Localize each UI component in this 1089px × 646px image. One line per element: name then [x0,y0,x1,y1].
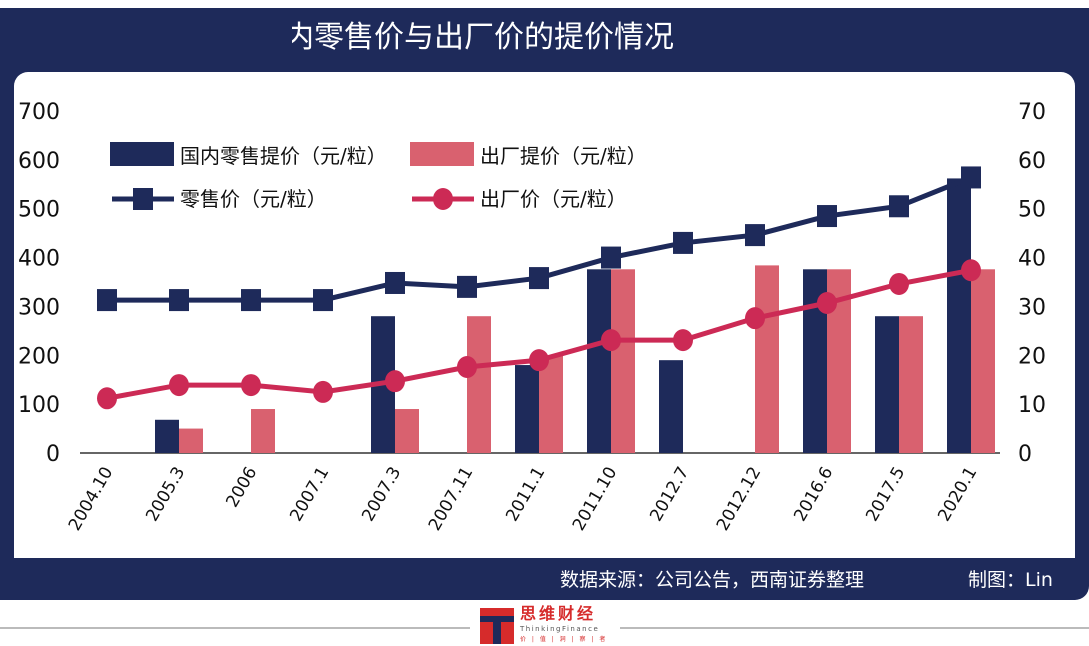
retail-price-point [241,289,261,312]
legend-marker-retail [133,188,153,210]
right-tick-label: 30 [1018,295,1046,320]
x-tick-label: 2017.5 [862,464,909,526]
top-strip [198,0,786,8]
right-tick-label: 0 [1018,442,1032,467]
x-tick-label: 2007.1 [286,464,333,526]
right-tick-label: 10 [1018,393,1046,418]
combo-chart: 0 100 200 300 400 500 600 700 0 10 20 30 40 50 60 70 200… [18,100,1046,535]
retail-price-point [529,267,549,290]
factory-price-point [241,374,261,397]
factory-price-point [961,259,981,282]
right-tick-label: 40 [1018,247,1046,272]
x-tick-label: 2006 [222,464,261,511]
x-tick-label: 2012.12 [713,464,765,535]
left-tick-label: 500 [18,198,60,223]
factory-price-point [385,370,405,393]
factory-hike-bar [539,355,563,453]
left-tick-label: 300 [18,295,60,320]
retail-hike-bar [875,316,899,453]
x-tick-label: 2005.3 [142,464,189,526]
legend-label-factory: 出厂价（元/粒） [480,187,627,211]
legend-label-retail-hike: 国内零售提价（元/粒） [180,144,387,168]
retail-price-point [385,271,405,294]
right-tick-label: 70 [1018,100,1046,125]
legend-label-factory-hike: 出厂提价（元/粒） [480,144,647,168]
retail-hike-bar [587,269,611,453]
right-tick-label: 60 [1018,149,1046,174]
title-mask [0,8,292,68]
factory-price-point [457,356,477,379]
factory-price-point [169,374,189,397]
retail-price-point [673,231,693,254]
retail-price-point [745,224,765,247]
factory-hike-bar [395,409,419,453]
left-tick-label: 700 [18,100,60,125]
legend-swatch-retail-hike [110,142,174,166]
retail-price-point [97,289,117,312]
factory-price-point [313,380,333,403]
logo: 思维财经 ThinkingFinance 价 | 值 | 洞 | 察 | 者 [470,604,620,646]
factory-hike-bar [467,316,491,453]
legend-swatch-factory-hike [410,142,474,166]
data-source: 数据来源：公司公告，西南证券整理 [560,569,865,591]
factory-hike-bar [179,428,203,453]
left-tick-label: 0 [46,442,60,467]
x-tick-label: 2007.3 [358,464,405,526]
factory-hike-bar [251,409,275,453]
x-tick-label: 2012.7 [646,464,693,526]
left-tick-label: 200 [18,344,60,369]
factory-price-point [817,292,837,315]
factory-price-point [889,272,909,295]
x-tick-label: 2004.10 [65,464,117,535]
factory-price-point [529,349,549,372]
left-tick-label: 600 [18,149,60,174]
retail-price-point [601,246,621,269]
retail-price-point [889,195,909,218]
x-tick-label: 2020.1 [934,464,981,526]
retail-hike-bar [155,419,179,453]
right-tick-label: 20 [1018,344,1046,369]
retail-hike-bar [947,178,971,453]
retail-hike-bar [659,360,683,453]
retail-price-point [169,289,189,312]
legend-marker-factory [433,188,453,210]
retail-price-point [457,275,477,298]
logo-text: 思维财经 [520,604,597,623]
right-tick-label: 50 [1018,198,1046,223]
retail-price-point [817,205,837,228]
logo-en: ThinkingFinance [520,625,600,633]
x-tick-label: 2011.1 [502,464,549,526]
x-tick-label: 2016.6 [790,464,837,526]
x-tick-label: 2011.10 [569,464,621,535]
factory-price-point [673,329,693,352]
factory-price-point [745,307,765,330]
retail-hike-bar [515,365,539,453]
chart-panel: 0 100 200 300 400 500 600 700 0 10 20 30 40 50 60 70 200… [14,72,1075,558]
left-tick-label: 400 [18,247,60,272]
factory-price-point [97,387,117,410]
logo-mark-icon [480,608,514,644]
retail-price-point [961,166,981,189]
left-tick-label: 100 [18,393,60,418]
factory-hike-bar [611,269,635,453]
factory-hike-bar [899,316,923,453]
retail-price-point [313,289,333,312]
factory-price-point [601,329,621,352]
logo-sub: 价 | 值 | 洞 | 察 | 者 [520,636,608,643]
x-tick-label: 2007.11 [425,464,477,535]
factory-hike-bar [755,265,779,453]
chart-maker: 制图：Lin [968,569,1053,591]
chart-title: 内零售价与出厂价的提价情况 [284,20,674,55]
legend-label-retail: 零售价（元/粒） [180,187,327,211]
factory-hike-bar [971,269,995,453]
